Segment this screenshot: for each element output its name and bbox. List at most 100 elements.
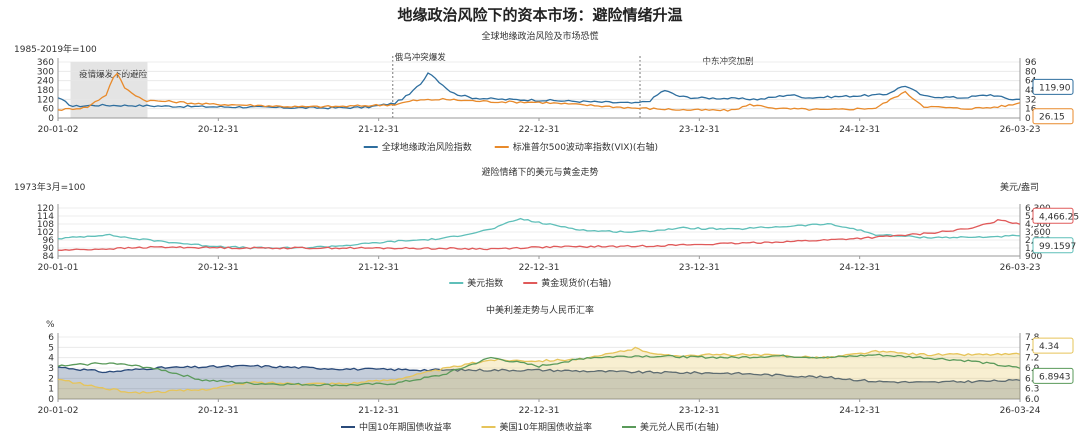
left-tick-label: 120: [37, 95, 54, 105]
x-tick-label: 24-12-31: [839, 125, 880, 135]
legend-item: 黄金现货价(右轴): [541, 277, 611, 289]
right-tick-label: 6.6: [1025, 374, 1040, 384]
left-tick-label: 4: [48, 354, 54, 364]
series-line-1: [57, 217, 1021, 250]
left-tick-label: 3: [48, 364, 54, 374]
right-tick-label: 6.0: [1025, 395, 1040, 405]
last-value-box: [1032, 78, 1074, 95]
right-tick-label: 16: [1025, 105, 1037, 115]
series-line-2: [57, 346, 1021, 395]
left-axis-label: 1985-2019年=100: [14, 43, 97, 55]
last-value-box: [1032, 108, 1074, 125]
x-tick-label: 21-12-31: [358, 263, 399, 273]
x-tick-label: 22-12-31: [519, 406, 560, 416]
left-tick-label: 6: [48, 333, 54, 343]
last-value-box: [1032, 207, 1074, 224]
left-tick-label: 102: [37, 228, 54, 238]
left-tick-label: 120: [37, 204, 54, 214]
last-value-label: 26.15: [1039, 113, 1065, 123]
last-value-label: 99.1597: [1039, 242, 1076, 252]
chart-subtitle: 避险情绪下的美元与黄金走势: [481, 166, 598, 178]
last-value-box: [1032, 367, 1074, 384]
x-tick-label: 24-12-31: [839, 263, 880, 273]
page-title: 地缘政治风险下的资本市场：避险情绪升温: [397, 6, 683, 24]
x-tick-label: 24-12-31: [839, 406, 880, 416]
left-tick-label: 0: [48, 395, 54, 405]
left-tick-label: 2: [48, 374, 54, 384]
legend-item: 美元指数: [467, 277, 503, 289]
x-tick-label: 26-03-23: [1000, 263, 1041, 273]
x-tick-label: 20-01-02: [38, 406, 79, 416]
x-tick-label: 20-12-31: [198, 125, 239, 135]
last-value-box: [1032, 237, 1074, 254]
right-tick-label: 32: [1025, 95, 1036, 105]
legend-item: 中国10年期国债收益率: [359, 421, 451, 433]
left-tick-label: 240: [37, 77, 54, 87]
left-tick-label: 60: [43, 105, 55, 115]
right-tick-label: 48: [1025, 86, 1037, 96]
x-tick-label: 22-12-31: [519, 263, 560, 273]
left-tick-label: 0: [48, 114, 54, 124]
x-tick-label: 26-03-24: [1000, 406, 1041, 416]
x-tick-label: 21-12-31: [358, 125, 399, 135]
series-area-1: [58, 365, 1020, 399]
x-tick-label: 20-12-31: [198, 263, 239, 273]
last-value-label: 4.34: [1039, 342, 1059, 352]
left-tick-label: 84: [43, 252, 55, 262]
legend-item: 美元兑人民币(右轴): [640, 421, 719, 433]
left-tick-label: 96: [43, 236, 55, 246]
left-axis-label: 1973年3月=100: [14, 181, 86, 193]
right-tick-label: 7.5: [1025, 343, 1039, 353]
left-tick-label: 180: [37, 86, 54, 96]
left-tick-label: 1: [48, 385, 54, 395]
right-tick-label: 6.9: [1025, 364, 1040, 374]
series-area-2: [58, 347, 1020, 399]
right-tick-label: 7.8: [1025, 333, 1040, 343]
x-tick-label: 26-03-23: [1000, 125, 1041, 135]
last-value-label: 6.8943: [1039, 372, 1071, 382]
series-line-1: [57, 72, 1020, 110]
series-line-1: [57, 364, 1021, 384]
x-tick-label: 20-12-31: [198, 406, 239, 416]
x-tick-label: 23-12-31: [679, 263, 720, 273]
left-axis-label: %: [46, 320, 55, 330]
right-tick-label: 0: [1025, 114, 1031, 124]
x-tick-label: 23-12-31: [679, 125, 720, 135]
right-axis-label: 美元/盎司: [1000, 181, 1039, 193]
right-tick-label: 3,600: [1025, 228, 1051, 238]
legend-item: 标准普尔500波动率指数(VIX)(右轴): [513, 141, 658, 153]
left-tick-label: 300: [37, 67, 54, 77]
last-value-box: [1032, 337, 1074, 354]
series-line-2: [57, 72, 1021, 112]
x-tick-label: 22-12-31: [519, 125, 560, 135]
right-tick-label: 64: [1025, 77, 1037, 87]
left-tick-label: 90: [43, 244, 55, 254]
series-line-2: [57, 219, 1021, 251]
series-line-3: [57, 353, 1021, 387]
right-tick-label: 900: [1025, 252, 1042, 262]
right-tick-label: 7.2: [1025, 354, 1039, 364]
right-tick-label: 80: [1025, 67, 1037, 77]
left-tick-label: 360: [37, 58, 54, 68]
chart-panel-1: 全球地缘政治风险及市场恐慌 1985-2019年=100 疫情爆发下的避险 俄乌冲突爆…: [14, 30, 1074, 153]
x-tick-label: 23-12-31: [679, 406, 720, 416]
last-value-label: 119.90: [1039, 83, 1071, 93]
chart-subtitle: 全球地缘政治风险及市场恐慌: [481, 30, 598, 42]
left-tick-label: 114: [37, 212, 54, 222]
legend-item: 全球地缘政治风险指数: [382, 141, 472, 153]
right-tick-label: 96: [1025, 58, 1037, 68]
x-tick-label: 21-12-31: [358, 406, 399, 416]
x-tick-label: 20-01-01: [38, 263, 79, 273]
legend-item: 美国10年期国债收益率: [500, 421, 592, 433]
right-tick-label: 4,500: [1025, 220, 1051, 230]
annotation-middle-east: 中东冲突加剧: [703, 56, 754, 67]
last-value-label: 4,466.25: [1039, 212, 1079, 222]
left-tick-label: 5: [48, 343, 54, 353]
chart-panel-2: 避险情绪下的美元与黄金走势 1973年3月=100 美元/盎司 84909610210…: [14, 166, 1079, 289]
annotation-russia-ukraine: 俄乌冲突爆发: [395, 52, 447, 63]
x-tick-label: 20-01-02: [38, 125, 79, 135]
annotation-covid: 疫情爆发下的避险: [79, 69, 148, 80]
